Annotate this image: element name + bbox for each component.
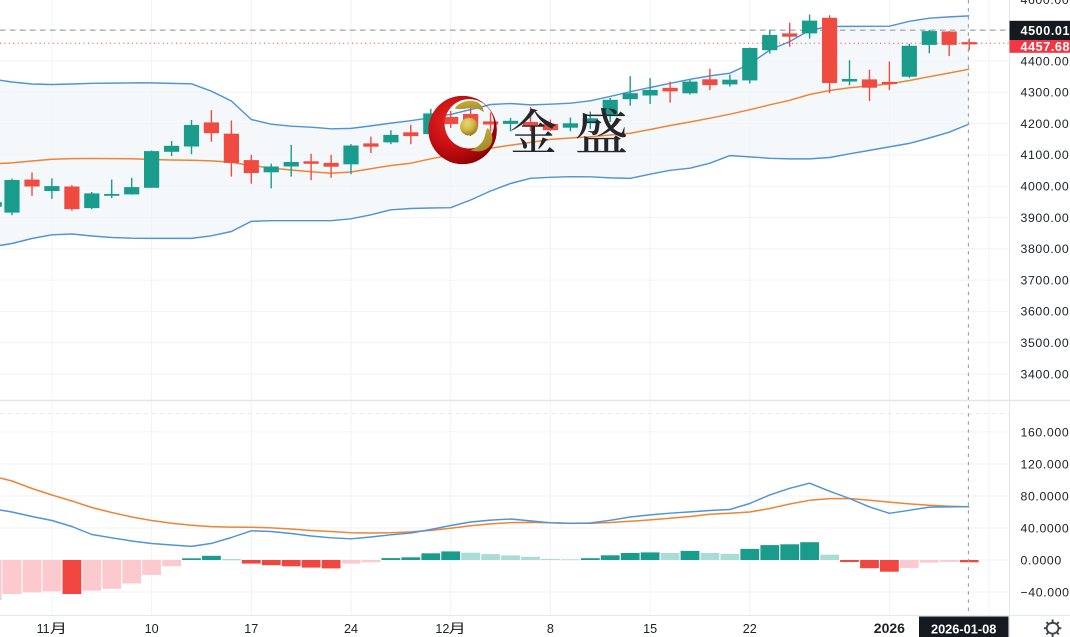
svg-text:4100.00: 4100.00 — [1021, 148, 1070, 162]
svg-text:8: 8 — [547, 622, 554, 636]
svg-text:4600.00: 4600.00 — [1021, 0, 1070, 7]
svg-text:3600.00: 3600.00 — [1021, 305, 1070, 319]
svg-text:4457.68: 4457.68 — [1021, 40, 1070, 54]
svg-text:4300.00: 4300.00 — [1021, 86, 1070, 100]
svg-text:80.0000: 80.0000 — [1021, 489, 1070, 503]
svg-text:10: 10 — [145, 622, 159, 636]
svg-text:4400.00: 4400.00 — [1021, 54, 1070, 68]
svg-text:4000.00: 4000.00 — [1021, 180, 1070, 194]
svg-text:24: 24 — [344, 622, 358, 636]
svg-text:120.000: 120.000 — [1021, 457, 1070, 471]
svg-text:3500.00: 3500.00 — [1021, 336, 1070, 350]
svg-text:15: 15 — [643, 622, 657, 636]
svg-text:160.000: 160.000 — [1021, 425, 1070, 439]
svg-text:−40.000: −40.000 — [1021, 585, 1070, 599]
svg-text:4200.00: 4200.00 — [1021, 117, 1070, 131]
svg-text:11: 11 — [37, 622, 50, 636]
svg-text:2026: 2026 — [874, 620, 905, 636]
svg-text:4500.01: 4500.01 — [1021, 24, 1070, 38]
svg-text:40.0000: 40.0000 — [1021, 521, 1070, 535]
svg-text:2026-01-08: 2026-01-08 — [931, 621, 996, 636]
svg-text:3900.00: 3900.00 — [1021, 211, 1070, 225]
svg-text:12: 12 — [435, 622, 449, 636]
svg-text:22: 22 — [743, 622, 757, 636]
svg-text:3400.00: 3400.00 — [1021, 367, 1070, 381]
svg-text:3700.00: 3700.00 — [1021, 273, 1070, 287]
svg-text:0.0000: 0.0000 — [1021, 553, 1062, 567]
svg-text:3800.00: 3800.00 — [1021, 242, 1070, 256]
svg-text:17: 17 — [244, 622, 258, 636]
